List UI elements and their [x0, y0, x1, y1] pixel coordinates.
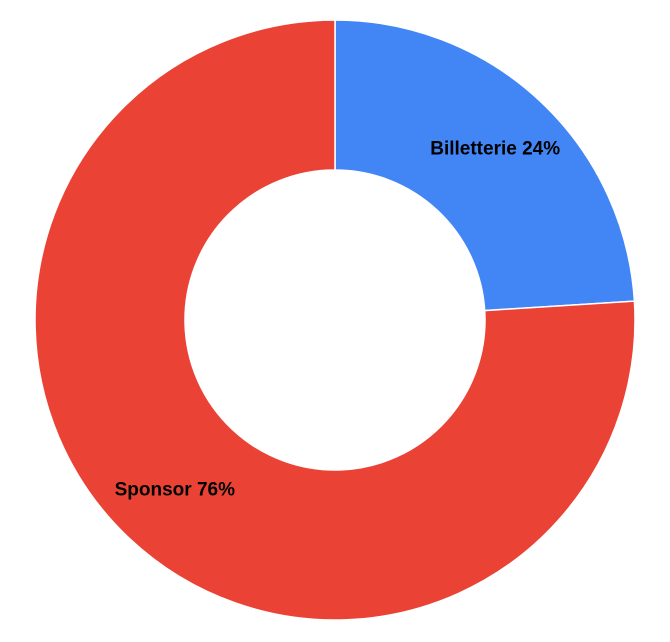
slice-sponsor: [34, 19, 636, 621]
slice-billetterie: [334, 19, 636, 312]
slice-label-billetterie: Billetterie 24%: [430, 138, 560, 159]
slices-group: [34, 19, 636, 621]
slice-label-sponsor: Sponsor 76%: [115, 480, 235, 501]
labels-group: Billetterie 24% Sponsor 76%: [115, 138, 561, 500]
